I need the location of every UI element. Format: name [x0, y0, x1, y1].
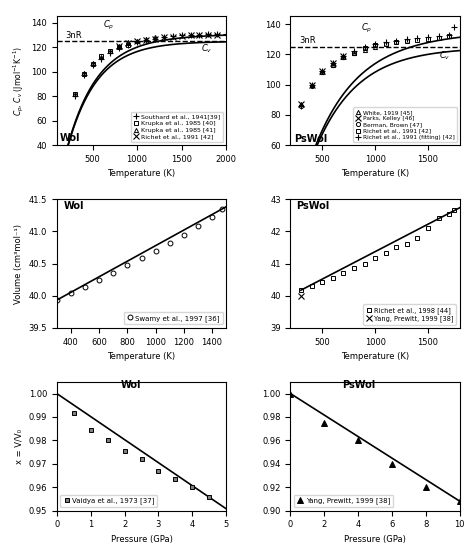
Legend: Richet et al., 1998 [44], Yang, Prewitt, 1999 [38]: Richet et al., 1998 [44], Yang, Prewitt,…	[363, 304, 456, 324]
Text: $C_v$: $C_v$	[438, 49, 450, 61]
X-axis label: Temperature (K): Temperature (K)	[108, 170, 175, 178]
Legend: Vaidya et al., 1973 [37]: Vaidya et al., 1973 [37]	[60, 495, 157, 507]
Y-axis label: $C_p$, $C_v$ (Jmol$^{-1}$K$^{-1}$): $C_p$, $C_v$ (Jmol$^{-1}$K$^{-1}$)	[11, 46, 26, 116]
Legend: White, 1919 [45], Parks, Kelley [46], Berman, Brown [47], Richet et al., 1991 [4: White, 1919 [45], Parks, Kelley [46], Be…	[353, 108, 457, 142]
Text: 3nR: 3nR	[66, 31, 82, 40]
Text: Wol: Wol	[121, 380, 142, 390]
Text: $C_p$: $C_p$	[361, 21, 373, 35]
Text: PsWol: PsWol	[342, 380, 375, 390]
Text: PsWol: PsWol	[294, 134, 327, 144]
Legend: Southard et al., 1941[39], Krupka et al., 1985 [40], Krupka et al., 1985 [41], R: Southard et al., 1941[39], Krupka et al.…	[131, 112, 223, 142]
Text: $C_v$: $C_v$	[201, 42, 213, 55]
X-axis label: Temperature (K): Temperature (K)	[341, 352, 409, 361]
X-axis label: Temperature (K): Temperature (K)	[108, 352, 175, 361]
X-axis label: Pressure (GPa): Pressure (GPa)	[110, 535, 173, 544]
Text: 3nR: 3nR	[299, 36, 316, 45]
Legend: Swamy et al., 1997 [36]: Swamy et al., 1997 [36]	[124, 312, 223, 324]
Text: Wol: Wol	[64, 201, 84, 211]
X-axis label: Temperature (K): Temperature (K)	[341, 170, 409, 178]
Text: PsWol: PsWol	[296, 201, 329, 211]
Y-axis label: x = V/V₀: x = V/V₀	[14, 429, 23, 464]
X-axis label: Pressure (GPa): Pressure (GPa)	[344, 535, 406, 544]
Text: $C_p$: $C_p$	[103, 19, 115, 32]
Y-axis label: Volume (cm³mol⁻¹): Volume (cm³mol⁻¹)	[14, 223, 23, 304]
Text: Wol: Wol	[60, 133, 80, 143]
Legend: Yang, Prewitt, 1999 [38]: Yang, Prewitt, 1999 [38]	[294, 495, 393, 507]
